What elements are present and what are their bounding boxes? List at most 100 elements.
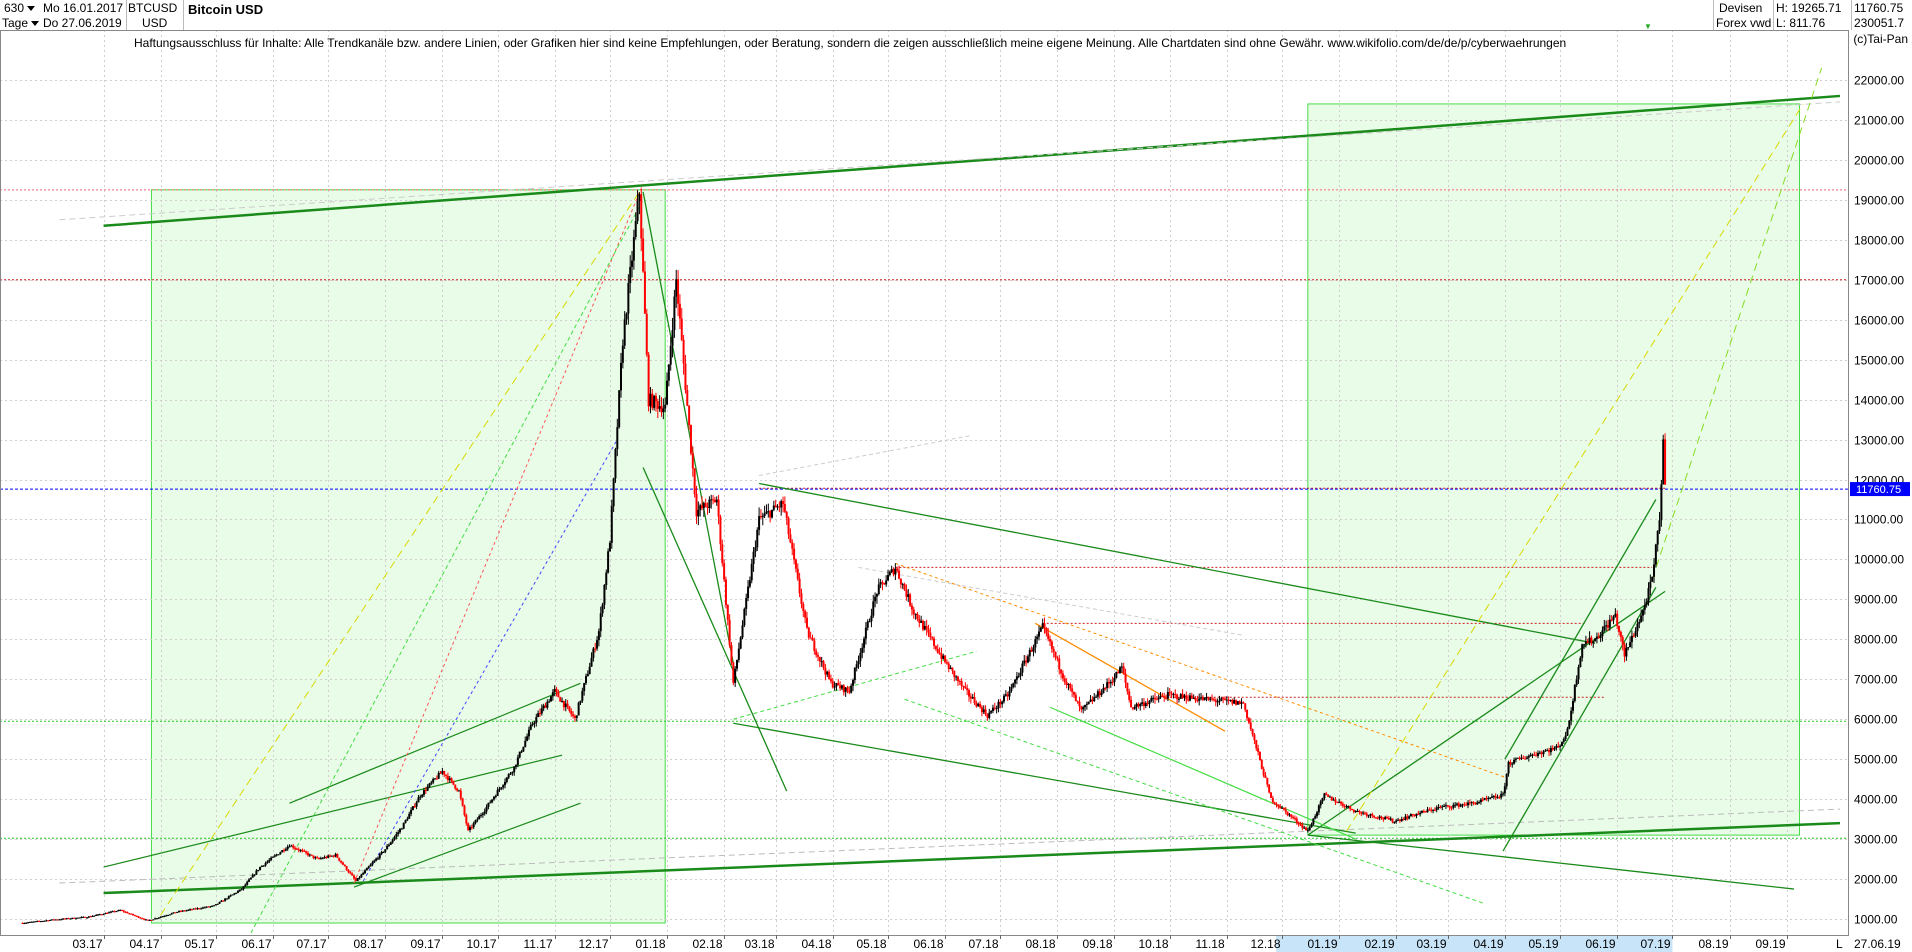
candle-body	[550, 696, 553, 702]
candle-body	[1369, 814, 1372, 816]
candle-body	[640, 194, 643, 239]
candle-body	[1054, 651, 1057, 658]
candle-body	[67, 918, 70, 920]
candle-body	[109, 911, 112, 913]
candle-body	[85, 917, 88, 919]
candle-body	[148, 919, 151, 921]
candle-body	[174, 912, 177, 914]
candle-body	[712, 499, 715, 501]
candle-body	[1165, 697, 1168, 699]
x-tick-label: 01.19	[1308, 937, 1338, 951]
candle-body	[1398, 819, 1401, 821]
candle-body	[1275, 803, 1278, 805]
candle-body	[126, 912, 129, 914]
candle-body	[1246, 709, 1249, 719]
candle-body	[1120, 666, 1123, 668]
candle-body	[452, 780, 455, 785]
axis-layer: 1000.00 2000.00 3000.00 4000.00 5000.00 6000.…	[0, 30, 1910, 952]
candle-body	[824, 668, 827, 675]
candle-body	[56, 919, 59, 921]
candle-body	[956, 676, 959, 682]
candle-body	[583, 683, 586, 692]
candle-body	[231, 894, 234, 896]
divider	[183, 0, 184, 30]
candle-body	[1039, 627, 1042, 632]
candle-body	[658, 406, 661, 409]
candle-body	[962, 685, 965, 687]
candle-body	[837, 683, 840, 686]
candle-body	[763, 513, 766, 517]
candle-body	[1185, 695, 1188, 700]
symbol-label[interactable]: BTCUSD	[128, 1, 178, 15]
candle-body	[1343, 805, 1346, 807]
candle-body	[1096, 691, 1099, 697]
candle-body	[167, 914, 170, 916]
candle-body	[1400, 819, 1403, 821]
candle-body	[340, 860, 343, 863]
candle-body	[631, 260, 634, 267]
candle-body	[465, 814, 468, 824]
candle-body	[1332, 799, 1335, 801]
channel-lower	[733, 722, 1356, 834]
candle-body	[454, 784, 457, 789]
candle-body	[776, 506, 779, 508]
candle-body	[1052, 648, 1055, 652]
candle-body	[1586, 641, 1589, 644]
candle-body	[201, 907, 204, 909]
candle-body	[1573, 684, 1576, 701]
candle-body	[1091, 699, 1094, 702]
candle-body	[1380, 816, 1383, 819]
candle-body	[1015, 676, 1018, 680]
candle-body	[1146, 703, 1149, 705]
candle-body	[1036, 636, 1039, 640]
candle-body	[119, 910, 122, 912]
candle-body	[857, 661, 860, 665]
x-tick-label: 03.18	[745, 937, 775, 951]
candle-body	[1131, 707, 1134, 709]
candle-body	[1122, 666, 1125, 674]
candle-body	[1284, 809, 1287, 812]
candle-body	[975, 703, 978, 707]
candle-body	[559, 697, 562, 702]
candle-body	[111, 911, 114, 913]
candle-body	[1126, 682, 1129, 692]
candle-body	[192, 908, 195, 910]
candle-body	[934, 645, 937, 649]
candle-body	[1376, 817, 1379, 819]
y-tick-label: 22000.00	[1854, 74, 1904, 88]
candle-body	[1012, 683, 1015, 688]
rally-support-2	[1502, 587, 1657, 852]
green-dash-2017	[250, 199, 644, 934]
candle-body	[969, 696, 972, 699]
candle-body	[141, 918, 144, 920]
candle-body	[1148, 701, 1151, 704]
candle-body	[1249, 722, 1252, 730]
period-selector[interactable]: 630	[4, 1, 36, 15]
candle-body	[741, 625, 744, 638]
candle-body	[551, 692, 554, 697]
candle-body	[936, 648, 939, 653]
candle-body	[585, 676, 588, 684]
candle-body	[1351, 808, 1354, 810]
candle-body	[995, 708, 998, 710]
candle-body	[1295, 818, 1298, 823]
candle-body	[629, 266, 632, 284]
range-unit-selector[interactable]: Tage	[2, 16, 40, 30]
candle-body	[903, 584, 906, 591]
x-tick-label: 10.18	[1139, 937, 1169, 951]
candle-body	[62, 918, 65, 920]
candle-body	[1067, 684, 1070, 686]
candle-body	[74, 918, 77, 920]
candle-body	[1485, 798, 1488, 800]
candle-body	[1304, 827, 1307, 831]
candle-body	[715, 499, 718, 503]
candle-body	[89, 916, 92, 918]
candle-body	[1341, 803, 1344, 806]
candle-body	[1017, 675, 1020, 677]
candle-body	[281, 850, 284, 853]
candle-body	[1625, 647, 1628, 657]
candle-body	[1524, 758, 1527, 760]
candle-body	[695, 493, 698, 517]
candle-body	[39, 921, 42, 923]
